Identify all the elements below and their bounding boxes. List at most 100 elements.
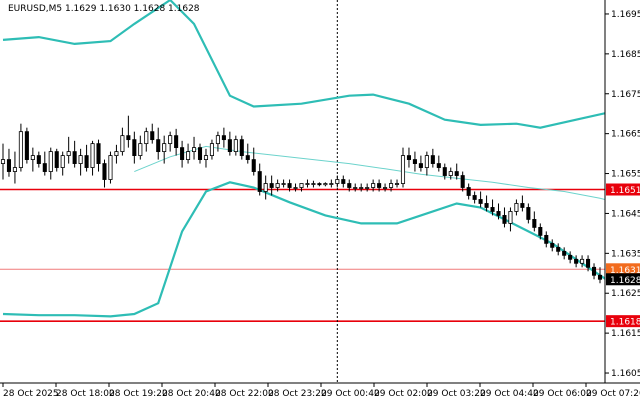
candle-body <box>156 139 161 153</box>
candle-body <box>538 227 543 236</box>
candle-body <box>174 135 179 149</box>
candle <box>174 128 179 156</box>
candle <box>383 183 388 192</box>
candle-body <box>150 131 155 141</box>
y-tick-label: 1.1635 <box>611 249 640 259</box>
x-tick-label: 28 Oct 2025 <box>3 389 59 399</box>
support-resistance-levels <box>0 188 605 322</box>
candle <box>574 255 579 268</box>
x-tick-label: 28 Oct 20:40 <box>162 389 221 399</box>
candle <box>114 144 119 164</box>
candle-body <box>311 183 316 185</box>
x-tick-label: 29 Oct 07:20 <box>586 389 640 399</box>
candle <box>591 263 597 280</box>
candle <box>580 255 585 268</box>
candle <box>520 195 525 212</box>
candle <box>389 179 394 192</box>
candle-body <box>400 155 406 184</box>
candle <box>168 131 173 152</box>
candle-body <box>257 171 262 192</box>
candle-body <box>329 183 334 185</box>
candle-body <box>287 183 292 188</box>
candle <box>406 147 412 168</box>
candle <box>359 183 364 192</box>
candle <box>454 163 459 180</box>
candle-body <box>406 155 412 160</box>
candle-body <box>383 187 388 189</box>
candle <box>275 179 280 192</box>
level-label-text: 1.1631 <box>610 266 640 276</box>
candle-body <box>430 155 435 164</box>
candle <box>329 179 334 188</box>
x-tick-label: 29 Oct 04:40 <box>480 389 539 399</box>
candle-body <box>0 159 6 164</box>
candle <box>305 179 310 188</box>
candle <box>562 247 567 260</box>
candle-body <box>347 183 352 188</box>
candle-body <box>215 135 220 145</box>
candle-body <box>42 163 47 172</box>
candle-body <box>580 258 585 264</box>
candle-body <box>126 135 131 141</box>
candle <box>156 127 161 160</box>
candle <box>162 135 167 164</box>
candle <box>66 136 71 164</box>
candle-body <box>48 151 53 172</box>
candle-body <box>66 151 71 156</box>
y-tick-label: 1.1695 <box>611 10 640 20</box>
candle-body <box>490 207 495 212</box>
candle <box>6 148 12 177</box>
candle <box>251 147 256 176</box>
y-tick-label: 1.1675 <box>611 90 640 100</box>
candle-body <box>562 250 567 256</box>
candle <box>78 148 83 176</box>
candle-body <box>412 159 417 164</box>
candle-body <box>478 199 483 204</box>
candle-body <box>502 215 507 224</box>
current-price-label: 1.1628 <box>610 276 640 286</box>
candle <box>586 255 591 272</box>
candle-body <box>54 151 59 168</box>
candle <box>96 139 101 172</box>
candle <box>287 179 292 192</box>
candle <box>102 159 107 188</box>
candle-body <box>138 143 143 156</box>
candle-body <box>466 187 471 196</box>
candle <box>120 127 125 156</box>
candle-body <box>532 219 537 228</box>
candle-body <box>514 203 519 212</box>
candle-body <box>24 131 29 160</box>
x-tick-label: 29 Oct 03:20 <box>427 389 486 399</box>
candle-body <box>239 139 244 156</box>
x-tick-label: 29 Oct 06:00 <box>533 389 592 399</box>
candle <box>550 239 555 252</box>
candle <box>12 151 17 184</box>
candle-body <box>591 266 597 276</box>
x-tick-label: 28 Oct 23:20 <box>268 389 327 399</box>
candle <box>138 135 143 160</box>
candle-body <box>275 183 280 188</box>
candle <box>323 182 328 187</box>
candle <box>215 131 220 152</box>
candle <box>227 131 232 156</box>
candle-body <box>353 187 358 189</box>
candle-body <box>36 155 41 164</box>
candle-body <box>550 242 555 248</box>
candle-body <box>389 183 394 188</box>
candle-body <box>371 183 376 188</box>
candle-body <box>263 183 268 192</box>
candle <box>263 175 268 200</box>
x-tick-label: 28 Oct 19:20 <box>109 389 168 399</box>
candle <box>448 167 453 180</box>
candle-body <box>162 143 167 153</box>
candle-body <box>574 258 579 264</box>
candle-body <box>556 246 561 252</box>
candle-body <box>448 171 453 176</box>
candle <box>424 151 429 176</box>
candle <box>48 147 53 180</box>
candle <box>460 171 465 192</box>
x-tick-label: 28 Oct 22:00 <box>215 389 274 399</box>
candle-body <box>221 135 226 141</box>
